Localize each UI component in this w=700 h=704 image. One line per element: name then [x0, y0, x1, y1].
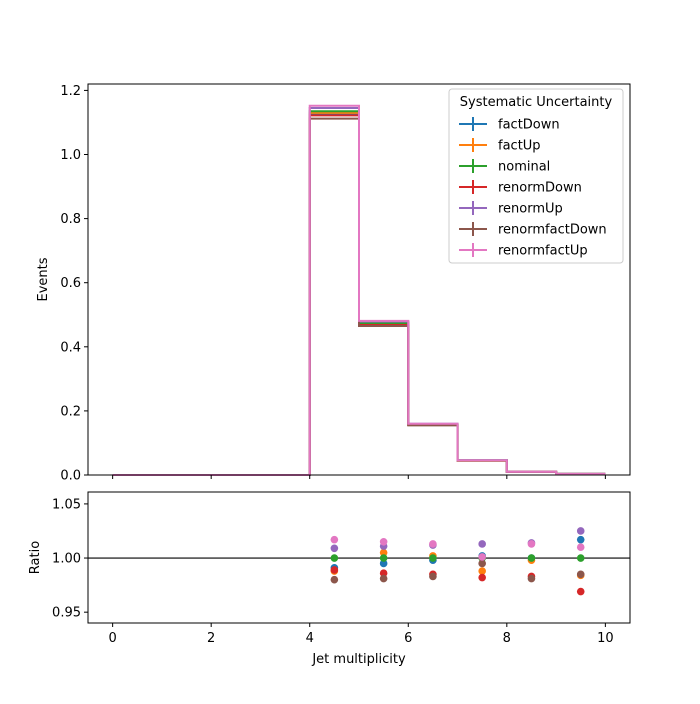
ratio-point-renormfactUp — [379, 538, 388, 546]
legend-box — [448, 88, 624, 264]
ratio-y-axis-label: Ratio — [28, 541, 43, 574]
ratio-point-renormfactUp — [576, 543, 585, 552]
ratio-plot-frame — [87, 491, 631, 624]
legend-label-renormDown: renormDown — [498, 181, 582, 196]
ratio-point-nominal — [429, 554, 437, 562]
ratio-point-factDown — [379, 559, 388, 568]
legend-label-factDown: factDown — [498, 118, 560, 133]
ratio-point-factUp — [379, 548, 388, 557]
top-y-tick-label: 0.6 — [60, 276, 81, 291]
top-y-tick-label: 1.2 — [60, 84, 81, 99]
legend-label-renormfactUp: renormfactUp — [498, 244, 588, 259]
ratio-y-tick-label: 1.00 — [52, 552, 81, 567]
legend-label-renormfactDown: renormfactDown — [498, 223, 607, 238]
x-axis-label: Jet multiplicity — [311, 652, 406, 667]
legend-title: Systematic Uncertainty — [460, 95, 613, 110]
ratio-point-renormUp — [330, 544, 339, 553]
ratio-point-renormfactDown — [379, 574, 388, 583]
ratio-point-nominal — [576, 554, 585, 562]
ratio-point-renormfactUp — [330, 535, 339, 544]
top-y-tick-label: 0.8 — [60, 212, 81, 227]
ratio-point-nominal — [330, 554, 339, 562]
legend: Systematic Uncertainty factDown factUp nomi… — [448, 88, 624, 264]
legend-label-renormUp: renormUp — [498, 202, 563, 217]
ratio-point-renormfactDown — [478, 559, 486, 568]
ratio-point-renormUp — [478, 540, 486, 548]
ratio-point-renormfactUp — [527, 540, 536, 548]
ratio-point-renormfactDown — [576, 570, 585, 579]
legend-label-factUp: factUp — [498, 139, 541, 154]
top-y-axis-label: Events — [36, 257, 51, 301]
top-y-tick-label: 0.0 — [60, 469, 81, 484]
ratio-x-tick-label: 2 — [207, 631, 215, 646]
ratio-point-renormDown — [478, 573, 486, 582]
ratio-point-nominal — [527, 554, 536, 562]
ratio-point-renormfactDown — [330, 575, 339, 584]
ratio-y-tick-label: 0.95 — [52, 606, 81, 621]
ratio-point-renormDown — [330, 566, 339, 574]
ratio-x-tick-label: 8 — [503, 631, 511, 646]
ratio-panel: 0 2 4 6 8 10 0.95 1.00 1.05 Ratio Jet multiplicity — [28, 491, 631, 667]
ratio-y-tick-label: 1.05 — [52, 497, 81, 512]
ratio-point-renormfactDown — [527, 574, 536, 583]
top-y-tick-label: 0.4 — [60, 340, 81, 355]
ratio-x-tick-label: 6 — [404, 631, 412, 646]
ratio-x-tick-label: 0 — [108, 631, 116, 646]
legend-label-nominal: nominal — [498, 160, 550, 175]
ratio-x-tick-label: 10 — [597, 631, 614, 646]
ratio-point-factUp — [478, 567, 486, 575]
top-plot-frame — [87, 83, 631, 476]
ratio-point-nominal — [379, 554, 388, 562]
ratio-point-renormfactUp — [478, 553, 486, 561]
ratio-x-tick-label: 4 — [306, 631, 314, 646]
top-y-tick-label: 1.0 — [60, 148, 81, 163]
ratio-point-factDown — [576, 535, 585, 544]
ratio-point-renormDown — [379, 569, 388, 577]
ratio-point-renormUp — [576, 527, 585, 535]
ratio-point-renormfactDown — [429, 572, 437, 581]
top-panel: 0.0 0.2 0.4 0.6 0.8 1.0 1.2 Events — [36, 83, 631, 484]
ratio-point-renormDown — [576, 587, 585, 596]
top-y-tick-label: 0.2 — [60, 404, 81, 419]
ratio-point-renormfactUp — [429, 540, 437, 548]
